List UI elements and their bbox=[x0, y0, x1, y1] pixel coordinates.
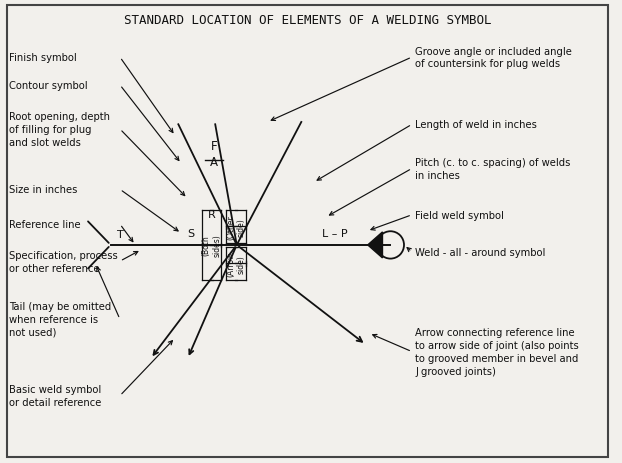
Text: Length of weld in inches: Length of weld in inches bbox=[415, 120, 537, 130]
Text: Groove angle or included angle
of countersink for plug welds: Groove angle or included angle of counte… bbox=[415, 46, 572, 69]
Text: Field weld symbol: Field weld symbol bbox=[415, 210, 504, 220]
Text: Pitch (c. to c. spacing) of welds
in inches: Pitch (c. to c. spacing) of welds in inc… bbox=[415, 157, 570, 181]
FancyBboxPatch shape bbox=[7, 6, 608, 457]
Text: Reference line: Reference line bbox=[9, 219, 81, 230]
Text: Size in inches: Size in inches bbox=[9, 185, 78, 195]
Text: Specification, process
or other reference: Specification, process or other referenc… bbox=[9, 250, 118, 273]
Polygon shape bbox=[368, 232, 383, 258]
Text: Contour symbol: Contour symbol bbox=[9, 81, 88, 91]
Text: L – P: L – P bbox=[322, 229, 348, 239]
Text: Arrow connecting reference line
to arrow side of joint (also points
to grooved m: Arrow connecting reference line to arrow… bbox=[415, 328, 579, 376]
Text: Weld - all - around symbol: Weld - all - around symbol bbox=[415, 247, 545, 257]
Text: (Both
sides): (Both sides) bbox=[202, 234, 221, 257]
Text: T: T bbox=[116, 229, 123, 239]
Text: S: S bbox=[187, 229, 194, 239]
Text: Root opening, depth
of filling for plug
and slot welds: Root opening, depth of filling for plug … bbox=[9, 112, 110, 147]
Text: (Other
side): (Other side) bbox=[226, 214, 246, 239]
Text: F: F bbox=[211, 140, 217, 153]
Text: (Arrow
side): (Arrow side) bbox=[226, 251, 246, 276]
Text: STANDARD LOCATION OF ELEMENTS OF A WELDING SYMBOL: STANDARD LOCATION OF ELEMENTS OF A WELDI… bbox=[124, 14, 491, 27]
Text: Finish symbol: Finish symbol bbox=[9, 53, 77, 63]
Text: Tail (may be omitted
when reference is
not used): Tail (may be omitted when reference is n… bbox=[9, 302, 111, 337]
Text: A: A bbox=[210, 156, 218, 169]
Text: R: R bbox=[208, 210, 216, 220]
Text: Basic weld symbol
or detail reference: Basic weld symbol or detail reference bbox=[9, 384, 101, 407]
